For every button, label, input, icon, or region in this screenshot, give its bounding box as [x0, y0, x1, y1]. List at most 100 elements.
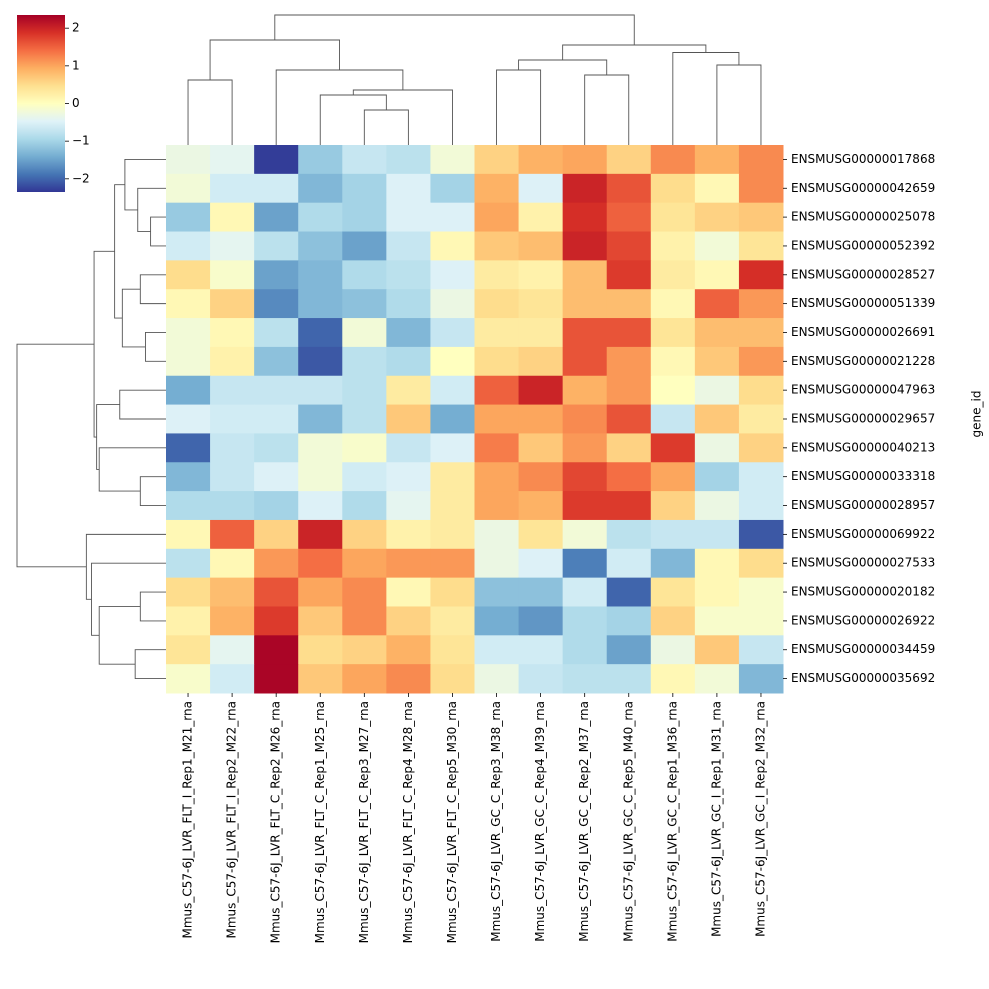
row-tick-label: ENSMUSG00000040213	[791, 440, 935, 454]
dendrogram-link	[124, 158, 166, 211]
heatmap-cell	[298, 635, 343, 665]
row-tick-label: ENSMUSG00000021228	[791, 354, 935, 368]
heatmap-cell	[210, 519, 255, 550]
heatmap-cell	[518, 375, 564, 406]
heatmap-cell	[474, 260, 520, 290]
heatmap-cell	[254, 202, 299, 233]
heatmap-cell	[650, 231, 696, 261]
row-tick-label: ENSMUSG00000029657	[791, 412, 935, 426]
heatmap-cell	[430, 346, 475, 377]
heatmap-cell	[342, 519, 387, 550]
heatmap-cell	[518, 202, 564, 233]
heatmap-cell	[210, 375, 255, 406]
heatmap-cell	[430, 462, 475, 492]
heatmap-cell	[606, 202, 652, 233]
colorbar: 2 1 0 −1 −2	[17, 15, 90, 192]
colorbar-gradient	[17, 15, 65, 192]
heatmap-cell	[430, 606, 475, 636]
heatmap-cell	[386, 375, 431, 406]
dendrogram-link	[119, 389, 166, 420]
heatmap-cell	[606, 635, 652, 665]
heatmap-cell	[518, 289, 564, 319]
heatmap-cell	[166, 548, 211, 579]
heatmap-cell	[694, 462, 740, 492]
dendrogram-link	[274, 14, 635, 45]
row-tick-label: ENSMUSG00000051339	[791, 296, 935, 310]
heatmap-cell	[342, 202, 387, 233]
heatmap-cell	[562, 577, 608, 607]
heatmap-cell	[298, 606, 343, 636]
heatmap-cell	[738, 491, 784, 521]
heatmap-cell	[386, 346, 431, 377]
heatmap-cell	[210, 433, 255, 463]
dendrogram-link	[363, 109, 409, 145]
heatmap-cell	[562, 635, 608, 665]
heatmap-cell	[254, 375, 299, 406]
heatmap-cell	[474, 318, 520, 348]
heatmap-cell	[386, 145, 431, 175]
dendrogram-link	[716, 64, 762, 145]
heatmap-cell	[606, 346, 652, 377]
heatmap-cell	[474, 491, 520, 521]
dendrogram-link	[98, 606, 141, 665]
heatmap-cell	[474, 664, 520, 694]
heatmap-cell	[166, 433, 211, 463]
heatmap-cell	[518, 173, 564, 204]
heatmap-cell	[650, 548, 696, 579]
heatmap-cell	[386, 433, 431, 463]
heatmap-cell	[562, 664, 608, 694]
heatmap-cell	[562, 346, 608, 377]
colorbar-tick-label: 2	[72, 21, 80, 35]
heatmap-cell	[210, 202, 255, 233]
heatmap-cell	[694, 145, 740, 175]
heatmap-cell	[474, 173, 520, 204]
row-tick-labels: ENSMUSG00000017868 ENSMUSG00000042659 ENSM…	[783, 152, 935, 685]
heatmap-cell	[738, 635, 784, 665]
heatmap-cell	[562, 433, 608, 463]
heatmap-cell	[694, 404, 740, 434]
heatmap-cell	[650, 462, 696, 492]
heatmap-cell	[738, 346, 784, 377]
heatmap-cell	[738, 462, 784, 492]
heatmap-cell	[386, 548, 431, 579]
heatmap-cell	[298, 577, 343, 607]
column-tick-label: Mmus_C57-6J_LVR_GC_I_Rep2_M32_rna	[753, 701, 767, 937]
heatmap-cell	[694, 375, 740, 406]
heatmap-cell	[386, 519, 431, 550]
heatmap-cell	[474, 375, 520, 406]
column-tick-label: Mmus_C57-6J_LVR_FLT_C_Rep2_M26_rna	[269, 701, 283, 943]
heatmap-cell	[518, 433, 564, 463]
heatmap-cell	[606, 664, 652, 694]
heatmap-cell	[650, 173, 696, 204]
heatmap-cell	[298, 462, 343, 492]
colorbar-tick-label: −2	[72, 171, 90, 185]
heatmap-cell	[386, 173, 431, 204]
heatmap-cell	[166, 289, 211, 319]
column-tick-label: Mmus_C57-6J_LVR_FLT_C_Rep1_M25_rna	[313, 701, 327, 943]
heatmap-cell	[386, 231, 431, 261]
heatmap-cell	[562, 519, 608, 550]
heatmap-cell	[562, 404, 608, 434]
heatmap-cell	[430, 375, 475, 406]
row-tick-label: ENSMUSG00000033318	[791, 469, 935, 483]
heatmap-cell	[430, 635, 475, 665]
heatmap-cell	[518, 318, 564, 348]
heatmap-cell	[254, 145, 299, 175]
heatmap-cell	[474, 145, 520, 175]
row-tick-label: ENSMUSG00000047963	[791, 383, 935, 397]
dendrogram-link	[144, 332, 166, 362]
heatmap-cell	[430, 145, 475, 175]
heatmap-cell	[342, 664, 387, 694]
heatmap-cell	[606, 462, 652, 492]
heatmap-cell	[210, 173, 255, 204]
heatmap-cell	[166, 519, 211, 550]
heatmap-cell	[298, 346, 343, 377]
row-tick-label: ENSMUSG00000017868	[791, 152, 935, 166]
heatmap-cell	[694, 260, 740, 290]
dendrogram-link	[275, 69, 404, 145]
heatmap-cell	[650, 664, 696, 694]
heatmap-cell	[386, 635, 431, 665]
dendrogram-link	[319, 94, 387, 145]
heatmap-cell	[254, 346, 299, 377]
heatmap-cell	[166, 318, 211, 348]
